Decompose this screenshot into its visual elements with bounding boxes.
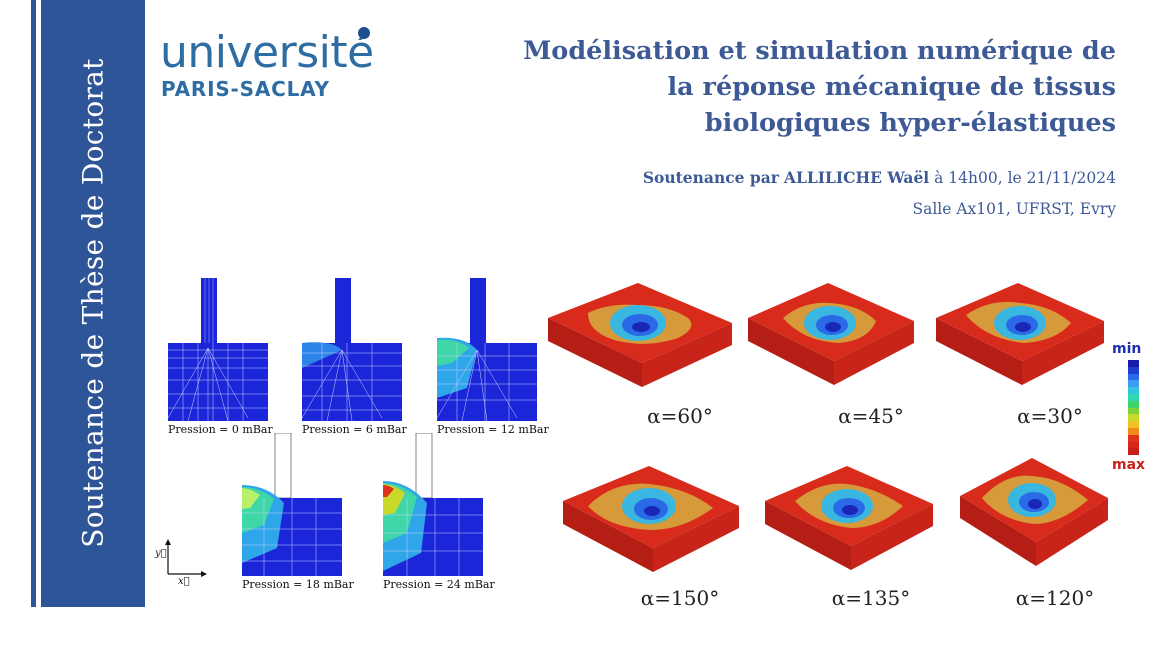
legend-swatch [1128, 441, 1139, 449]
legend-swatch [1128, 366, 1139, 374]
legend-min-label: min [1112, 341, 1142, 357]
axes-arrows [165, 539, 207, 577]
block-alpha-120 [960, 458, 1108, 566]
legend-swatch [1128, 414, 1139, 422]
legend-swatch [1128, 380, 1139, 388]
university-logo: université PARIS-SACLAY [160, 27, 375, 102]
presenter-date: à 14h00, le 21/11/2024 [934, 169, 1116, 187]
legend-swatch [1128, 448, 1139, 456]
legend-swatch [1128, 387, 1139, 394]
block-alpha-150 [563, 466, 739, 572]
simulation-mesh-24 [383, 433, 483, 576]
angle-label-60: α=60° [647, 404, 713, 428]
angle-label-45: α=45° [838, 404, 904, 428]
legend-swatch [1128, 373, 1139, 381]
legend-swatch [1128, 421, 1139, 428]
sim-label-12: Pression = 12 mBar [437, 423, 549, 436]
sidebar-accent-bar [31, 0, 36, 607]
block-alpha-60 [548, 283, 732, 387]
sim-label-6: Pression = 6 mBar [302, 423, 407, 436]
title-line-2: la réponse mécanique de tissus [667, 72, 1116, 102]
legend-swatch [1128, 400, 1139, 408]
sim-label-0: Pression = 0 mBar [168, 423, 273, 436]
title-line-1: Modélisation et simulation numérique de [523, 36, 1116, 66]
block-alpha-45 [748, 283, 914, 385]
sim-label-18: Pression = 18 mBar [242, 578, 354, 591]
sidebar-vertical-title: Soutenance de Thèse de Doctorat [76, 58, 110, 548]
logo-line2: PARIS-SACLAY [161, 77, 330, 101]
legend-swatch [1128, 434, 1139, 442]
logo-dot [358, 27, 370, 39]
simulation-mesh-6 [302, 278, 402, 421]
legend-swatch [1128, 393, 1139, 401]
axis-x-label: x⃗ [178, 576, 190, 587]
legend-swatch [1128, 360, 1139, 367]
title-line-3: biologiques hyper-élastiques [704, 108, 1116, 138]
angle-label-150: α=150° [640, 586, 720, 610]
sim-label-24: Pression = 24 mBar [383, 578, 495, 591]
legend-swatch [1128, 427, 1139, 435]
legend-swatch [1128, 407, 1139, 415]
presenter-name: ALLILICHE Waël [783, 168, 930, 187]
location-line: Salle Ax101, UFRST, Evry [912, 200, 1116, 218]
angle-label-135: α=135° [831, 586, 911, 610]
legend-color-bar [1128, 360, 1139, 456]
simulation-mesh-0 [168, 278, 268, 421]
axis-y-label: y⃗ [155, 548, 167, 559]
block-alpha-30 [936, 283, 1104, 385]
presenter-prefix: Soutenance par [642, 168, 779, 187]
legend-max-label: max [1112, 457, 1146, 473]
block-alpha-135 [765, 466, 933, 570]
axes-indicator: y⃗ x⃗ [150, 538, 210, 590]
presenter-line: Soutenance par ALLILICHE Waël à 14h00, l… [643, 168, 1116, 187]
angle-label-30: α=30° [1017, 404, 1083, 428]
thesis-title: Modélisation et simulation numérique de … [476, 33, 1116, 141]
simulation-mesh-18 [242, 433, 342, 576]
simulation-mesh-12 [437, 278, 537, 421]
sidebar-band [41, 0, 145, 607]
color-legend: min max [1112, 341, 1148, 475]
angle-label-120: α=120° [1015, 586, 1095, 610]
logo-line1: université [160, 27, 374, 78]
